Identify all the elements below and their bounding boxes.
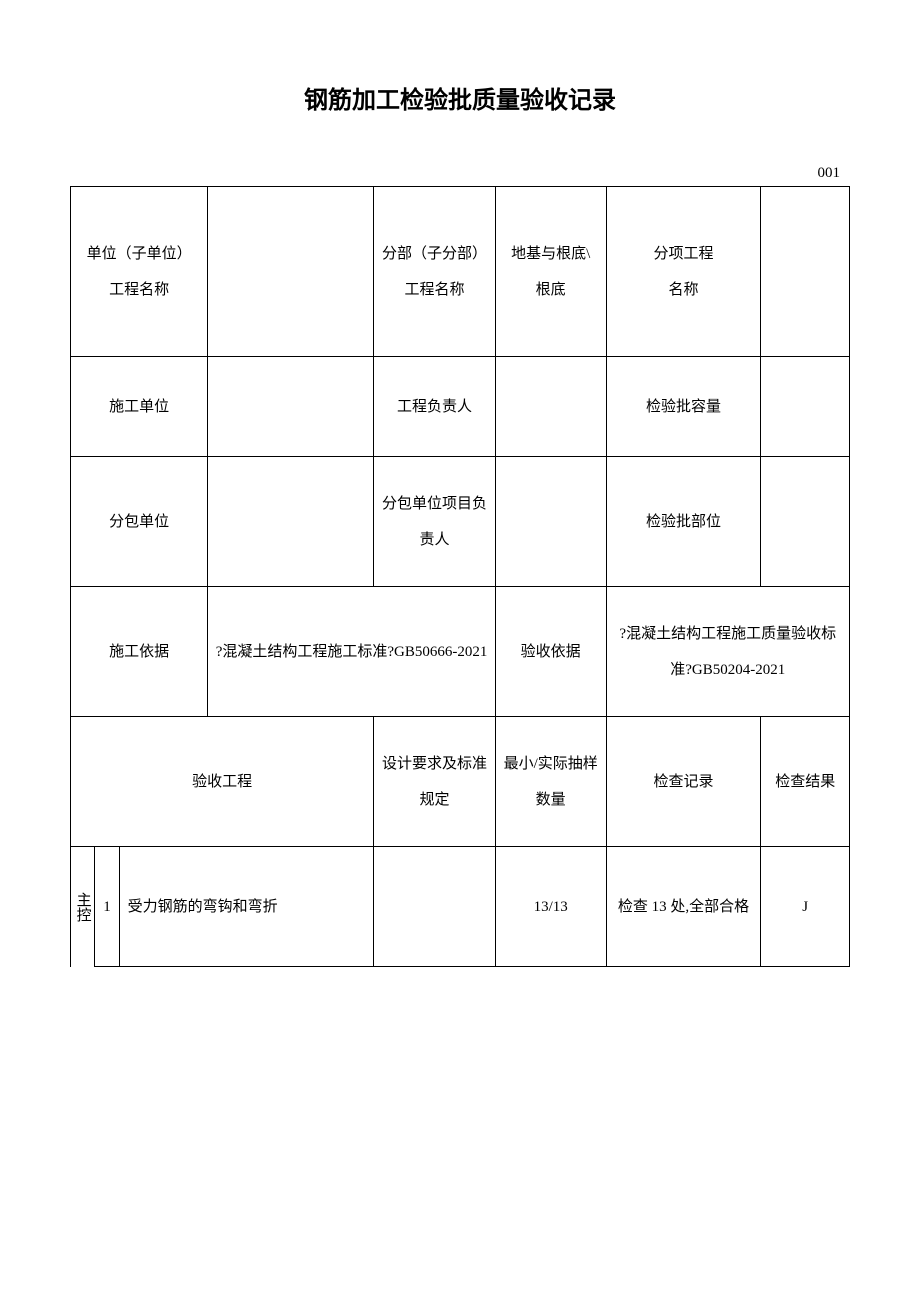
val-project-manager <box>495 357 606 457</box>
val-construction-basis: ?混凝土结构工程施工标准?GB50666-2021 <box>208 587 496 717</box>
label-subcontractor-manager: 分包单位项目负责人 <box>374 457 496 587</box>
label-construction-unit: 施工单位 <box>71 357 208 457</box>
document-number: 001 <box>70 165 850 182</box>
val-acceptance-basis: ?混凝土结构工程施工质量验收标准?GB50204-2021 <box>606 587 850 717</box>
col-sample-count: 最小/实际抽样数量 <box>495 717 606 847</box>
val-subitem-project <box>761 187 850 357</box>
val-subcontractor <box>208 457 374 587</box>
section-label: 主控 <box>71 847 95 967</box>
label-acceptance-basis: 验收依据 <box>495 587 606 717</box>
document-title: 钢筋加工检验批质量验收记录 <box>70 80 850 115</box>
col-inspection-record: 检查记录 <box>606 717 761 847</box>
label-batch-position: 检验批部位 <box>606 457 761 587</box>
row-item: 受力钢筋的弯钩和弯折 <box>119 847 374 967</box>
row-spec <box>374 847 496 967</box>
col-acceptance-item: 验收工程 <box>71 717 374 847</box>
table-row: 主控 1 受力钢筋的弯钩和弯折 13/13 检查 13 处,全部合格 J <box>71 847 850 967</box>
row-sample: 13/13 <box>495 847 606 967</box>
header-row-2: 施工单位 工程负责人 检验批容量 <box>71 357 850 457</box>
header-row-4: 施工依据 ?混凝土结构工程施工标准?GB50666-2021 验收依据 ?混凝土… <box>71 587 850 717</box>
label-project-manager: 工程负责人 <box>374 357 496 457</box>
header-row-1: 单位（子单位） 工程名称 分部（子分部） 工程名称 地基与根底\ 根底 分项工程… <box>71 187 850 357</box>
val-construction-unit <box>208 357 374 457</box>
label-subcontractor: 分包单位 <box>71 457 208 587</box>
row-number: 1 <box>95 847 119 967</box>
label-subitem-project: 分项工程 名称 <box>606 187 761 357</box>
label-construction-basis: 施工依据 <box>71 587 208 717</box>
inspection-table: 单位（子单位） 工程名称 分部（子分部） 工程名称 地基与根底\ 根底 分项工程… <box>70 186 850 967</box>
val-batch-position <box>761 457 850 587</box>
col-design-spec: 设计要求及标准规定 <box>374 717 496 847</box>
row-result: J <box>761 847 850 967</box>
val-subsection-project: 地基与根底\ 根底 <box>495 187 606 357</box>
row-record: 检查 13 处,全部合格 <box>606 847 761 967</box>
val-batch-capacity <box>761 357 850 457</box>
col-inspection-result: 检查结果 <box>761 717 850 847</box>
header-row-3: 分包单位 分包单位项目负责人 检验批部位 <box>71 457 850 587</box>
val-subcontractor-manager <box>495 457 606 587</box>
label-subsection-project: 分部（子分部） 工程名称 <box>374 187 496 357</box>
label-batch-capacity: 检验批容量 <box>606 357 761 457</box>
label-unit-project: 单位（子单位） 工程名称 <box>71 187 208 357</box>
column-headers: 验收工程 设计要求及标准规定 最小/实际抽样数量 检查记录 检查结果 <box>71 717 850 847</box>
val-unit-project <box>208 187 374 357</box>
